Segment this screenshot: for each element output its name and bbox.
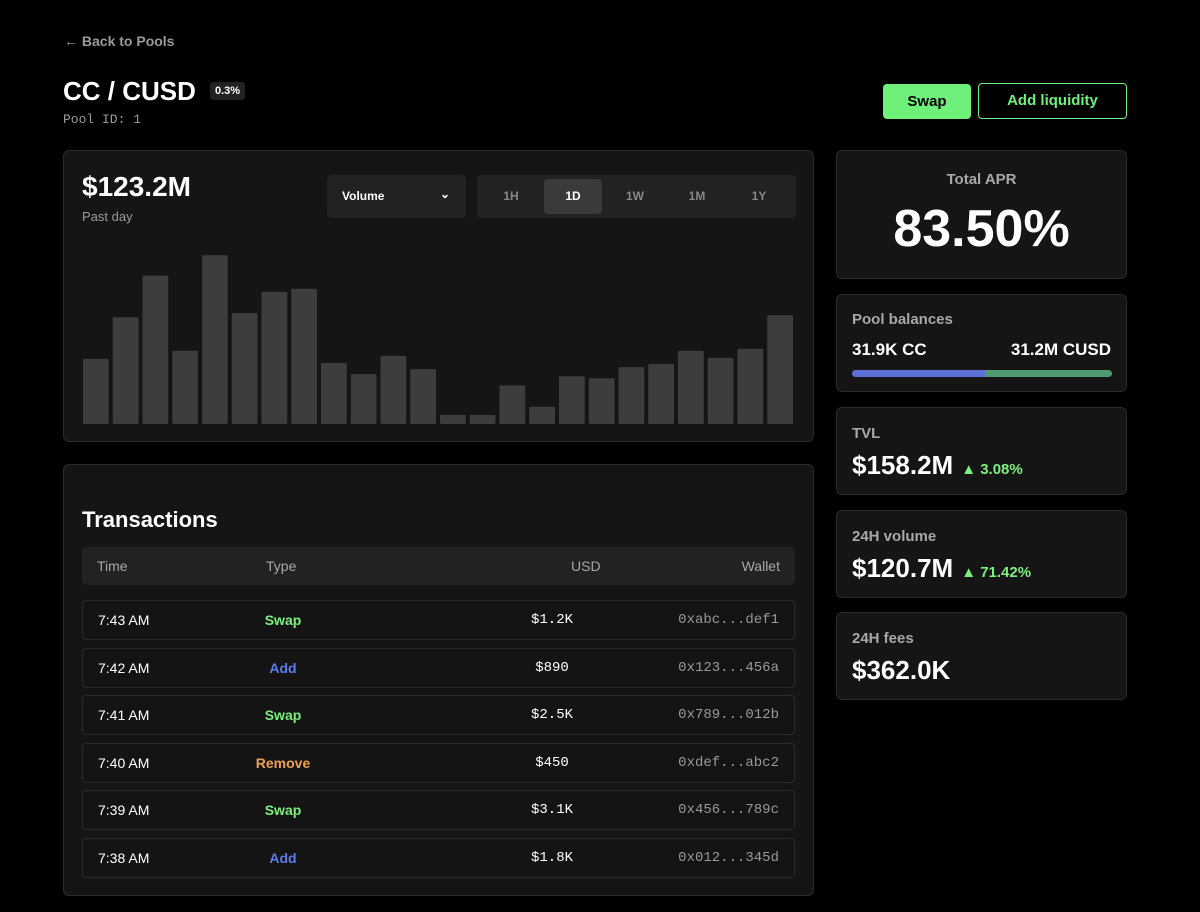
volume-label: 24H volume (852, 528, 937, 545)
range-tab[interactable]: 1D (544, 179, 602, 214)
balances-label: Pool balances (852, 311, 953, 328)
bar (678, 350, 704, 424)
transaction-row: 7:42 AM Add $890 0x123...456a (82, 647, 795, 688)
balance-segment (852, 370, 985, 377)
fee-badge: 0.3% (210, 82, 246, 100)
bar (499, 385, 526, 424)
bar (83, 358, 109, 424)
range-tab[interactable]: 1Y (751, 189, 767, 203)
metric-text[interactable]: Volume (342, 189, 385, 203)
chart-panel: $123.2M Past day Volume ⌄ 1H 1D 1W 1M 1Y (63, 150, 814, 442)
bar (767, 315, 793, 424)
bar (172, 350, 198, 424)
volume-row: $120.7M ▲ 71.42% (852, 553, 1031, 584)
bar (112, 317, 139, 424)
balance-segment (984, 370, 1112, 377)
wallet: 0xabc...def1 (678, 612, 779, 628)
time: 7:43 AM (98, 612, 150, 628)
time: 7:38 AM (98, 849, 150, 866)
table-header: Time Type USD Wallet (82, 547, 795, 585)
transaction-row: 7:39 AM Swap $3.1K 0x456...789c (82, 790, 795, 830)
wallet: 0x123...456a (678, 659, 779, 676)
wallet: 0x456...789c (678, 802, 779, 818)
bar (410, 369, 436, 424)
bar (737, 348, 764, 424)
bar (588, 378, 615, 424)
tvl-card: TVL $158.2M ▲ 3.08% (836, 407, 1127, 495)
bar (261, 291, 288, 424)
range-tab[interactable]: 1H (503, 189, 519, 203)
range-tab[interactable]: 1W (626, 189, 644, 203)
transactions-title: Transactions (82, 507, 218, 532)
volume-card: 24H volume $120.7M ▲ 71.42% (836, 510, 1127, 598)
bar (707, 357, 734, 424)
bar (559, 376, 585, 424)
chart-subtitle: Past day (82, 209, 133, 224)
transaction-row: 7:40 AM Remove $450 0xdef...abc2 (82, 742, 795, 783)
time: 7:41 AM (98, 707, 150, 723)
bar (231, 313, 258, 424)
pool-id: Pool ID: 1 (63, 112, 142, 127)
tvl-value: $158.2M (852, 450, 954, 480)
range-tabs: 1H 1D 1W 1M 1Y (477, 175, 796, 218)
bar (618, 367, 645, 424)
fees-label: 24H fees (852, 630, 914, 647)
col-head: Wallet (741, 558, 780, 574)
col-head: USD (571, 558, 601, 574)
bar (142, 275, 169, 424)
time: 7:40 AM (98, 754, 150, 771)
volume-value: $120.7M (852, 553, 954, 583)
bar-chart (83, 255, 793, 424)
balance-bar (852, 370, 1112, 377)
back-text[interactable]: Back to Pools (81, 33, 175, 49)
tvl-row: $158.2M ▲ 3.08% (852, 450, 1023, 481)
back-link[interactable]: ← Back to Pools (64, 33, 175, 49)
volume-change: ▲ 71.42% (961, 564, 1032, 581)
bar (350, 374, 377, 424)
wallet: 0x789...012b (678, 707, 779, 723)
col-head: Time (97, 558, 128, 574)
fees-card: 24H fees $362.0K (836, 612, 1127, 700)
wallet: 0xdef...abc2 (678, 754, 779, 771)
balance-left: 31.9K CC (852, 340, 927, 359)
time: 7:39 AM (98, 802, 150, 818)
chart-value: $123.2M (82, 171, 191, 202)
range-tab[interactable]: 1M (688, 189, 706, 203)
balance-right: 31.2M CUSD (1010, 340, 1111, 359)
swap-button[interactable]: Swap (883, 84, 971, 119)
balances-card: Pool balances 31.9K CC 31.2M CUSD (836, 294, 1127, 392)
bar (440, 414, 466, 424)
bar (469, 414, 496, 424)
bar (380, 355, 407, 424)
fees-value: $362.0K (852, 655, 951, 685)
pool-title: CC / CUSD (63, 76, 196, 106)
apr-value: 83.50% (893, 200, 1070, 258)
metric-select[interactable]: Volume ⌄ (327, 175, 466, 218)
bar (291, 288, 317, 424)
add-liquidity-button[interactable]: Add liquidity (978, 83, 1127, 119)
apr-card: Total APR 83.50% (836, 150, 1127, 279)
tvl-change: ▲ 3.08% (961, 461, 1023, 478)
col-head: Type (266, 558, 297, 574)
bar (202, 255, 228, 424)
tvl-label: TVL (852, 425, 881, 442)
bar (321, 363, 347, 424)
bar (529, 406, 555, 424)
bar (648, 364, 674, 424)
wallet: 0x012...345d (678, 849, 779, 866)
transaction-row: 7:41 AM Swap $2.5K 0x789...012b (82, 695, 795, 735)
apr-label: Total APR (946, 171, 1017, 188)
time: 7:42 AM (98, 659, 150, 676)
transaction-row: 7:43 AM Swap $1.2K 0xabc...def1 (82, 600, 795, 640)
transaction-row: 7:38 AM Add $1.8K 0x012...345d (82, 837, 795, 878)
